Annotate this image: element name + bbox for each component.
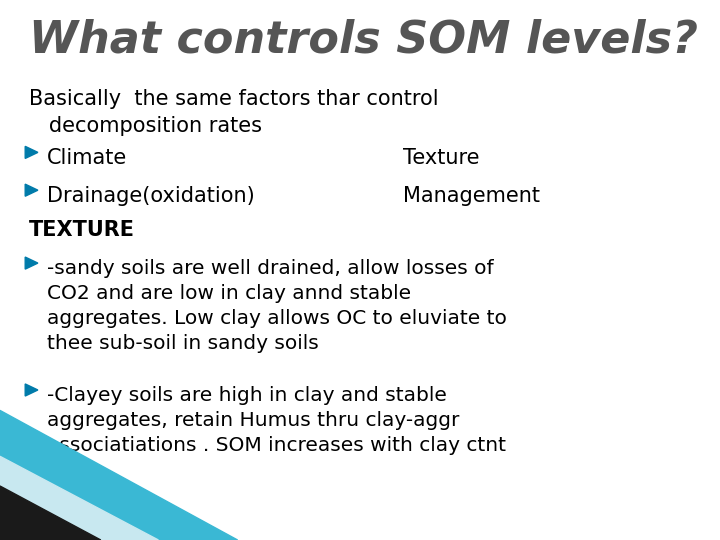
Text: Drainage(oxidation): Drainage(oxidation): [47, 186, 255, 206]
Polygon shape: [25, 384, 38, 396]
Text: Texture: Texture: [403, 148, 480, 168]
Text: Basically  the same factors thar control
   decomposition rates: Basically the same factors thar control …: [29, 89, 438, 136]
Text: TEXTURE: TEXTURE: [29, 220, 135, 240]
Text: -sandy soils are well drained, allow losses of
CO2 and are low in clay annd stab: -sandy soils are well drained, allow los…: [47, 259, 507, 353]
Polygon shape: [25, 257, 38, 269]
Polygon shape: [0, 456, 158, 540]
Text: Climate: Climate: [47, 148, 127, 168]
Text: Management: Management: [403, 186, 540, 206]
Text: -Clayey soils are high in clay and stable
aggregates, retain Humus thru clay-agg: -Clayey soils are high in clay and stabl…: [47, 386, 505, 455]
Polygon shape: [25, 146, 38, 158]
Text: What controls SOM levels?: What controls SOM levels?: [29, 19, 698, 62]
Polygon shape: [0, 410, 238, 540]
Polygon shape: [0, 486, 101, 540]
Polygon shape: [25, 184, 38, 196]
